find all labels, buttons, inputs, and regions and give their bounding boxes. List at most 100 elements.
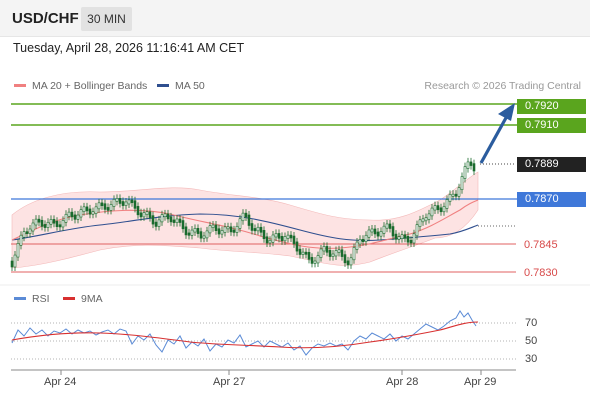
candle-body bbox=[181, 220, 185, 230]
ma20-label: MA 20 + Bollinger Bands bbox=[32, 80, 148, 92]
last-price-label: 0.7889 bbox=[517, 157, 586, 172]
candle-body bbox=[109, 204, 113, 211]
candle-body bbox=[337, 249, 341, 253]
candle-body bbox=[25, 231, 29, 234]
candle-body bbox=[97, 202, 101, 210]
rsi-tick-70: 70 bbox=[525, 317, 538, 329]
candle-body bbox=[169, 216, 173, 223]
candle-body bbox=[85, 206, 89, 212]
candle-body bbox=[469, 161, 473, 166]
candle-body bbox=[412, 233, 416, 244]
candle-body bbox=[220, 230, 224, 235]
rsi-label: RSI bbox=[32, 293, 50, 305]
candle-body bbox=[34, 218, 38, 226]
candle-body bbox=[427, 213, 431, 220]
candle-body bbox=[439, 207, 443, 213]
candle-body bbox=[268, 239, 272, 244]
candle-body bbox=[70, 211, 74, 218]
candle-body bbox=[166, 213, 170, 220]
candle-body bbox=[358, 238, 362, 245]
candle-body bbox=[301, 251, 305, 255]
pivot-label: 0.7870 bbox=[517, 192, 586, 207]
rsi-swatch bbox=[14, 296, 26, 300]
candle-body bbox=[106, 207, 110, 211]
candle-body bbox=[322, 246, 326, 252]
candle-body bbox=[388, 223, 392, 229]
candle-body bbox=[229, 226, 233, 233]
candle-body bbox=[31, 222, 35, 232]
candle-body bbox=[151, 215, 155, 225]
symbol-title: USD/CHF bbox=[12, 10, 79, 27]
candle-body bbox=[49, 219, 53, 225]
candle-body bbox=[343, 254, 347, 264]
candle-body bbox=[76, 214, 80, 220]
candle-body bbox=[406, 235, 410, 243]
rsi-ma-swatch bbox=[63, 296, 75, 300]
candle-body bbox=[430, 207, 434, 217]
candle-body bbox=[385, 223, 389, 229]
candle-body bbox=[307, 252, 311, 260]
candle-body bbox=[457, 187, 461, 197]
candle-body bbox=[148, 211, 152, 218]
candle-body bbox=[295, 241, 299, 252]
candle-body bbox=[58, 224, 62, 228]
candle-body bbox=[352, 247, 356, 261]
candle-body bbox=[454, 193, 458, 197]
candle-body bbox=[19, 234, 23, 246]
candle-body bbox=[133, 200, 137, 209]
candle-body bbox=[232, 229, 236, 233]
candle-body bbox=[292, 235, 296, 245]
candle-body bbox=[145, 211, 149, 215]
candle-body bbox=[112, 199, 116, 207]
candle-body bbox=[250, 223, 254, 231]
support-label-2: 0.7830 bbox=[524, 267, 558, 279]
candle-body bbox=[94, 206, 98, 214]
rsi-ma-line bbox=[11, 321, 479, 349]
ma20-swatch bbox=[14, 83, 26, 87]
candle-body bbox=[424, 217, 428, 222]
candle-body bbox=[103, 203, 107, 210]
candle-body bbox=[214, 224, 218, 231]
candle-body bbox=[328, 250, 332, 257]
candle-body bbox=[40, 219, 44, 227]
candle-body bbox=[334, 250, 338, 257]
candle-body bbox=[355, 241, 359, 250]
candle-body bbox=[208, 225, 212, 234]
candle-body bbox=[403, 234, 407, 239]
candle-body bbox=[163, 213, 167, 218]
candle-body bbox=[256, 226, 260, 232]
candle-body bbox=[421, 218, 425, 223]
candle-body bbox=[175, 218, 179, 223]
candle-body bbox=[382, 225, 386, 234]
candle-body bbox=[370, 228, 374, 233]
candle-body bbox=[265, 236, 269, 244]
candle-body bbox=[118, 198, 122, 204]
candle-body bbox=[61, 220, 65, 228]
candle-body bbox=[79, 209, 83, 218]
candle-body bbox=[316, 255, 320, 264]
candle-body bbox=[205, 230, 209, 239]
candle-body bbox=[367, 229, 371, 238]
timeframe-button[interactable]: 30 MIN bbox=[81, 7, 132, 31]
ma50-swatch bbox=[157, 83, 169, 87]
candle-body bbox=[172, 219, 176, 223]
candle-body bbox=[379, 231, 383, 237]
research-credit: Research © 2026 Trading Central bbox=[424, 80, 581, 92]
candle-body bbox=[136, 206, 140, 216]
candle-body bbox=[142, 212, 146, 218]
candle-body bbox=[280, 236, 284, 242]
candle-body bbox=[286, 234, 290, 239]
candle-body bbox=[247, 214, 251, 226]
candle-body bbox=[277, 233, 281, 239]
candle-body bbox=[187, 232, 191, 236]
candle-body bbox=[235, 226, 239, 233]
candle-body bbox=[463, 166, 467, 179]
resistance-label-2: 0.7920 bbox=[517, 99, 586, 114]
date-label-apr28: Apr 28 bbox=[386, 376, 419, 388]
candle-body bbox=[139, 212, 143, 218]
chart-datetime: Tuesday, April 28, 2026 11:16:41 AM CET bbox=[13, 41, 245, 55]
candle-body bbox=[340, 249, 344, 257]
candle-body bbox=[238, 218, 242, 229]
candle-body bbox=[10, 260, 14, 268]
